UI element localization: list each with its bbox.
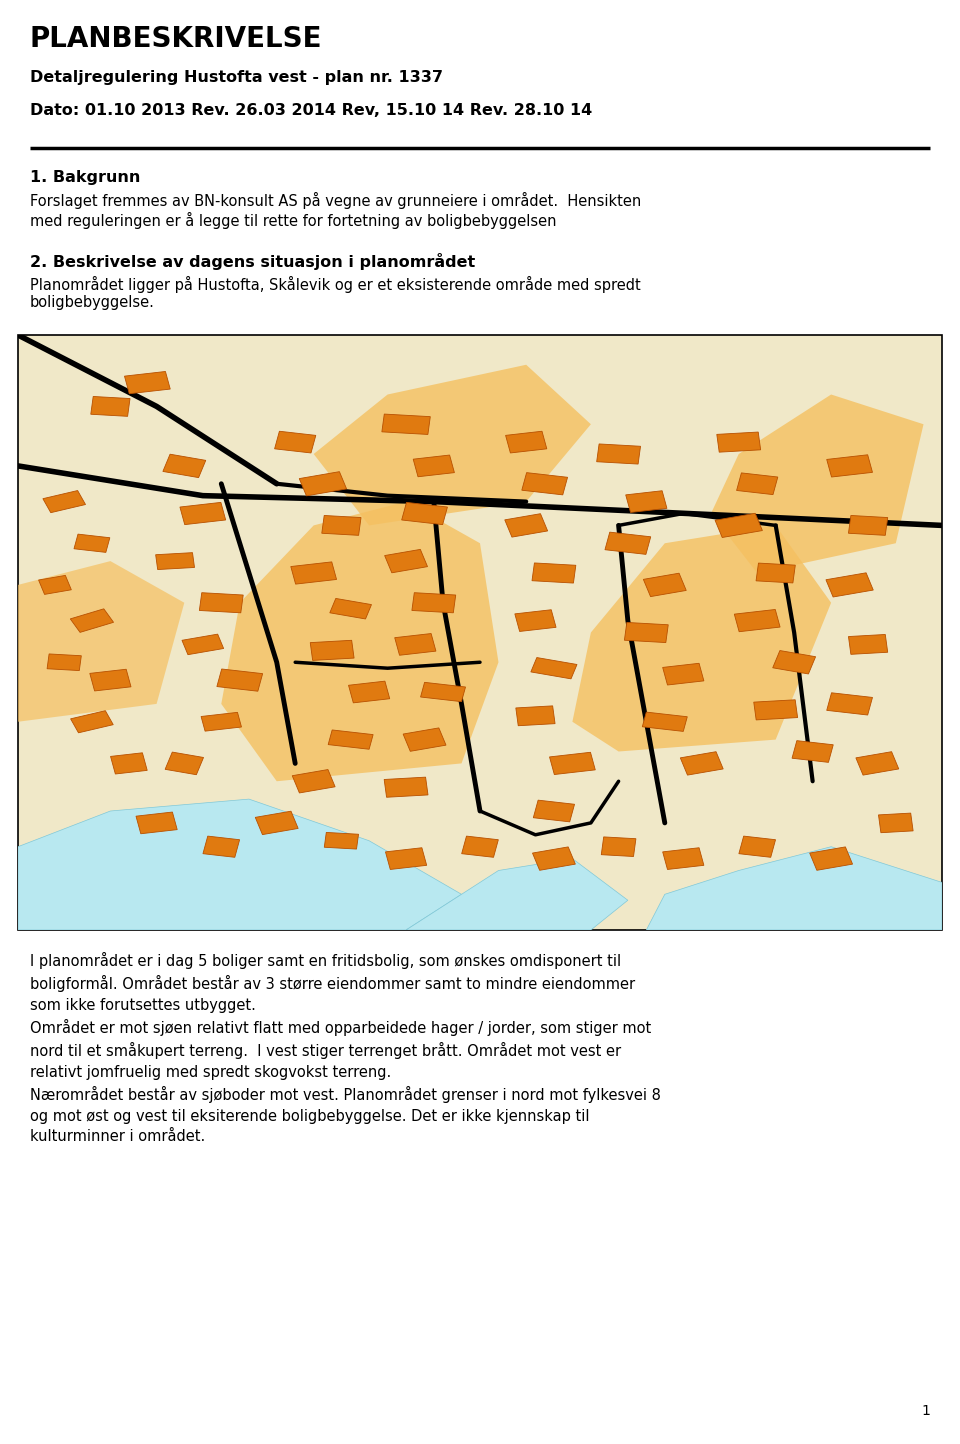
Bar (156, 553, 195, 569)
Bar (827, 693, 873, 715)
Bar (90, 669, 131, 692)
Bar (826, 573, 874, 596)
Bar (715, 513, 762, 537)
Bar (662, 848, 704, 869)
Bar (624, 622, 668, 643)
Bar (38, 575, 71, 595)
Bar (330, 598, 372, 619)
Text: Dato: 01.10 2013 Rev. 26.03 2014 Rev, 15.10 14 Rev. 28.10 14: Dato: 01.10 2013 Rev. 26.03 2014 Rev, 15… (30, 103, 592, 118)
Bar (292, 770, 335, 793)
Bar (275, 432, 316, 453)
Bar (403, 728, 446, 751)
Bar (827, 455, 873, 477)
Bar (328, 731, 373, 749)
Bar (43, 491, 85, 513)
Text: 2. Beskrivelse av dagens situasjon i planområdet: 2. Beskrivelse av dagens situasjon i pla… (30, 253, 475, 270)
Bar (754, 700, 798, 721)
Bar (163, 455, 205, 478)
Bar (516, 706, 555, 726)
Bar (255, 812, 299, 835)
Bar (322, 516, 361, 536)
Bar (506, 432, 547, 453)
Polygon shape (406, 859, 628, 930)
Bar (878, 813, 913, 833)
Bar (736, 472, 778, 495)
Bar (91, 397, 130, 416)
Bar (662, 663, 704, 684)
Polygon shape (222, 501, 498, 781)
Bar (203, 836, 240, 858)
Bar (201, 712, 242, 731)
Bar (382, 414, 430, 435)
Bar (533, 846, 575, 871)
Bar (643, 573, 686, 596)
Bar (856, 752, 899, 775)
Polygon shape (314, 365, 591, 526)
Text: 1. Bakgrunn: 1. Bakgrunn (30, 170, 140, 185)
Bar (532, 563, 576, 583)
Bar (717, 432, 760, 452)
Bar (809, 846, 852, 871)
Bar (47, 654, 82, 670)
Polygon shape (646, 846, 942, 930)
Bar (515, 609, 556, 631)
Bar (773, 651, 816, 674)
Bar (74, 534, 109, 553)
Bar (531, 657, 577, 679)
Bar (110, 752, 147, 774)
Bar (420, 683, 466, 702)
Bar (165, 752, 204, 775)
Polygon shape (711, 394, 924, 573)
Bar (291, 562, 337, 585)
Bar (18, 335, 942, 930)
Bar (401, 503, 447, 524)
Bar (792, 741, 833, 762)
Bar (849, 634, 888, 654)
Bar (182, 634, 224, 654)
Bar (849, 516, 888, 536)
Polygon shape (18, 799, 462, 930)
Text: 1: 1 (922, 1404, 930, 1418)
Bar (71, 710, 113, 732)
Bar (217, 669, 263, 692)
Bar (200, 592, 243, 612)
Text: PLANBESKRIVELSE: PLANBESKRIVELSE (30, 25, 323, 53)
Polygon shape (18, 562, 184, 722)
Bar (642, 712, 687, 732)
Bar (734, 609, 780, 631)
Text: Detaljregulering Hustofta vest - plan nr. 1337: Detaljregulering Hustofta vest - plan nr… (30, 69, 443, 85)
Bar (136, 812, 178, 833)
Bar (522, 472, 567, 495)
Text: I planområdet er i dag 5 boliger samt en fritidsbolig, som ønskes omdisponert ti: I planområdet er i dag 5 boliger samt en… (30, 952, 660, 1144)
Bar (385, 549, 427, 573)
Bar (348, 682, 390, 703)
Bar (384, 777, 428, 797)
Bar (386, 848, 426, 869)
Bar (413, 455, 454, 477)
Bar (597, 443, 640, 464)
Bar (300, 472, 347, 495)
Bar (395, 634, 436, 656)
Bar (534, 800, 574, 822)
Bar (125, 371, 170, 394)
Polygon shape (572, 526, 831, 751)
Bar (681, 752, 723, 775)
Text: Forslaget fremmes av BN-konsult AS på vegne av grunneiere i området.  Hensikten
: Forslaget fremmes av BN-konsult AS på ve… (30, 192, 641, 228)
Bar (756, 563, 795, 583)
Bar (310, 640, 354, 660)
Bar (601, 838, 636, 856)
Bar (505, 514, 547, 537)
Bar (626, 491, 667, 513)
Bar (180, 503, 226, 524)
Text: Planområdet ligger på Hustofta, Skålevik og er et eksisterende område med spredt: Planområdet ligger på Hustofta, Skålevik… (30, 276, 640, 310)
Bar (70, 609, 113, 632)
Bar (462, 836, 498, 858)
Bar (412, 592, 456, 612)
Bar (324, 832, 358, 849)
Bar (605, 533, 651, 554)
Bar (549, 752, 595, 774)
Bar (739, 836, 776, 858)
